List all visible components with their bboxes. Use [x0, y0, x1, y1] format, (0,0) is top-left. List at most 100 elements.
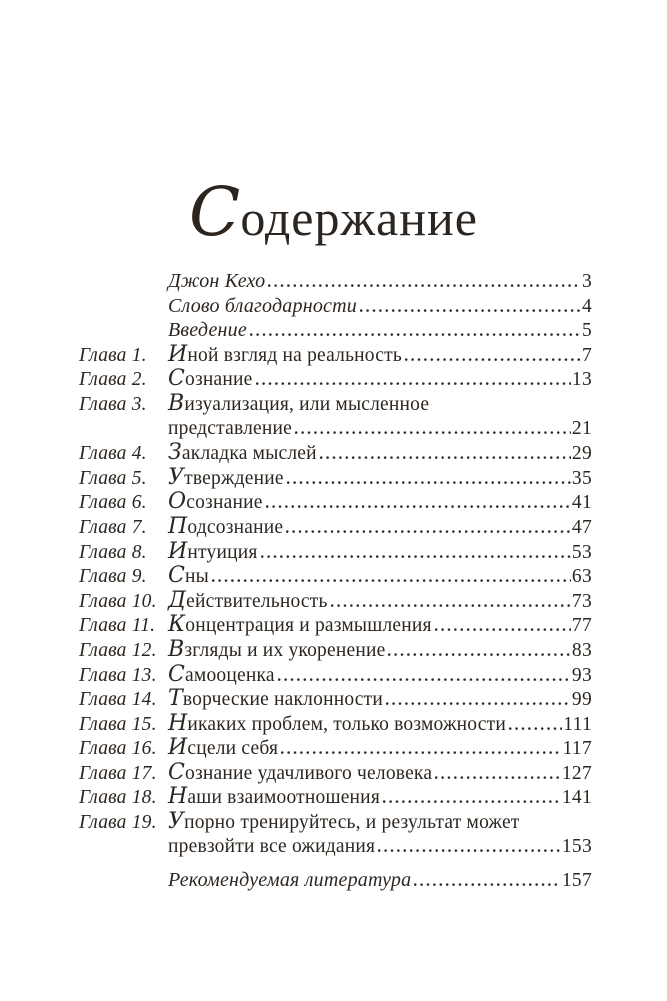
- chapter-label: Глава 9.: [79, 566, 147, 588]
- page-number: 141: [561, 787, 592, 809]
- page-number: 13: [571, 369, 592, 391]
- page-number: 111: [563, 713, 592, 735]
- page-number: 3: [581, 271, 592, 292]
- page-number: 21: [571, 417, 592, 439]
- chapter-label: Глава 2.: [79, 369, 147, 391]
- page-number: 47: [571, 516, 592, 538]
- entry-title: Упорно тренируйтесь, и результат может: [168, 809, 520, 835]
- toc-row: Введение 5: [79, 318, 592, 343]
- page-number: 157: [561, 870, 592, 892]
- page-number: 35: [571, 467, 592, 489]
- dot-leader: [286, 529, 571, 533]
- page-number: 117: [562, 738, 592, 760]
- entry-title: Слово благодарности: [168, 294, 357, 317]
- toc-row: Глава 18. Наши взаимоотношения 141: [79, 785, 592, 810]
- dot-leader: [383, 800, 561, 804]
- chapter-label: Глава 5.: [79, 467, 147, 489]
- chapter-label: Глава 3.: [79, 393, 147, 415]
- dot-leader: [378, 848, 561, 852]
- toc-row: Глава 2. Сознание 13: [79, 367, 592, 392]
- entry-title: Наши взаимоотношения: [168, 784, 380, 810]
- entry-title: Никаких проблем, только возможности: [168, 710, 506, 736]
- dot-leader: [404, 357, 581, 361]
- toc-row: Глава 7. Подсознание 47: [79, 513, 592, 540]
- page-number: 63: [571, 566, 592, 588]
- toc-row: Глава 17. Сознание удачливого человека 1…: [79, 759, 592, 786]
- entry-title: Утверждение: [168, 464, 284, 490]
- chapter-label: Глава 10.: [79, 590, 157, 612]
- chapter-label: Глава 17.: [79, 762, 157, 784]
- entry-title: Введение: [168, 319, 247, 342]
- chapter-label: Глава 12.: [79, 639, 157, 661]
- dot-leader: [286, 480, 571, 484]
- page-number: 7: [581, 344, 592, 366]
- toc-row: Джон Кехо 3: [79, 269, 592, 294]
- entry-title-continuation: представление: [168, 417, 293, 439]
- entry-title: Исцели себя: [168, 735, 279, 761]
- page-number: 93: [571, 664, 592, 686]
- entry-title: Действительность: [168, 587, 328, 613]
- entry-title: Интуиция: [168, 538, 258, 564]
- toc-row: Глава 16. Исцели себя 117: [79, 736, 592, 761]
- entry-title: Джон Кехо: [168, 270, 266, 292]
- chapter-label: Глава 19.: [79, 812, 157, 834]
- toc-row: Глава 6. Осознание 41: [79, 490, 592, 515]
- page-number: 127: [561, 762, 592, 784]
- entry-title: Творческие наклонности: [168, 686, 383, 712]
- dot-leader: [260, 554, 571, 558]
- page-number: 153: [561, 835, 592, 857]
- toc-row-continuation: представление 21: [79, 417, 592, 442]
- dot-leader: [508, 726, 563, 730]
- chapter-label: Глава 1.: [79, 344, 147, 366]
- toc-row: Глава 13. Самооценка 93: [79, 661, 592, 688]
- toc-row: Глава 5. Утверждение 35: [79, 464, 592, 491]
- dot-leader: [359, 308, 581, 312]
- dot-leader: [281, 751, 562, 755]
- page-number: 5: [581, 320, 592, 342]
- toc-row: Глава 15. Никаких проблем, только возмож…: [79, 710, 592, 737]
- dot-leader: [330, 603, 571, 607]
- entry-title: Подсознание: [168, 513, 284, 539]
- entry-title: Закладка мыслей: [168, 440, 317, 466]
- dot-leader: [319, 456, 571, 460]
- dot-leader: [295, 430, 571, 434]
- toc-row: Глава 1. Иной взгляд на реальность 7: [79, 342, 592, 368]
- toc-row: Слово благодарности 4: [79, 294, 592, 319]
- chapter-label: Глава 16.: [79, 738, 157, 760]
- page-number: 29: [571, 443, 592, 465]
- toc-row: Глава 11. Концентрация и размышления 77: [79, 613, 592, 638]
- dot-leader: [249, 333, 581, 337]
- entry-title: Сознание удачливого человека: [168, 759, 433, 785]
- dot-leader: [211, 579, 571, 583]
- toc-row: Рекомендуемая литература 157: [79, 868, 592, 893]
- toc-row: Глава 3. Визуализация, или мысленное: [79, 390, 592, 417]
- dot-leader: [265, 505, 571, 509]
- toc-row: Глава 12. Взгляды и их укоренение 83: [79, 637, 592, 663]
- dot-leader: [386, 702, 571, 706]
- entry-title: Визуализация, или мысленное: [168, 390, 430, 416]
- dot-leader: [414, 883, 561, 887]
- dot-leader: [277, 677, 571, 681]
- chapter-label: Глава 8.: [79, 541, 147, 563]
- page-title: Содержание: [189, 173, 478, 251]
- page-number: 99: [571, 689, 592, 711]
- entry-title: Осознание: [168, 489, 263, 515]
- chapter-label: Глава 18.: [79, 787, 157, 809]
- page-number: 77: [571, 615, 592, 637]
- toc-row: Глава 9. Сны 63: [79, 564, 592, 589]
- table-of-contents: Джон Кехо 3 Слово благодарности 4 Введен…: [79, 269, 592, 893]
- chapter-label: Глава 15.: [79, 713, 157, 735]
- toc-row-continuation: превзойти все ожидания 153: [79, 835, 592, 860]
- chapter-label: Глава 14.: [79, 689, 157, 711]
- toc-row: Глава 19. Упорно тренируйтесь, и результ…: [79, 809, 592, 835]
- chapter-label: Глава 7.: [79, 516, 147, 538]
- dot-leader: [435, 775, 561, 779]
- toc-row: Глава 4. Закладка мыслей 29: [79, 441, 592, 466]
- toc-row: Глава 10. Действительность 73: [79, 587, 592, 614]
- dot-leader: [268, 284, 581, 287]
- dot-leader: [434, 628, 571, 632]
- entry-title: Самооценка: [168, 661, 275, 687]
- chapter-label: Глава 4.: [79, 443, 147, 465]
- page-number: 53: [571, 541, 592, 563]
